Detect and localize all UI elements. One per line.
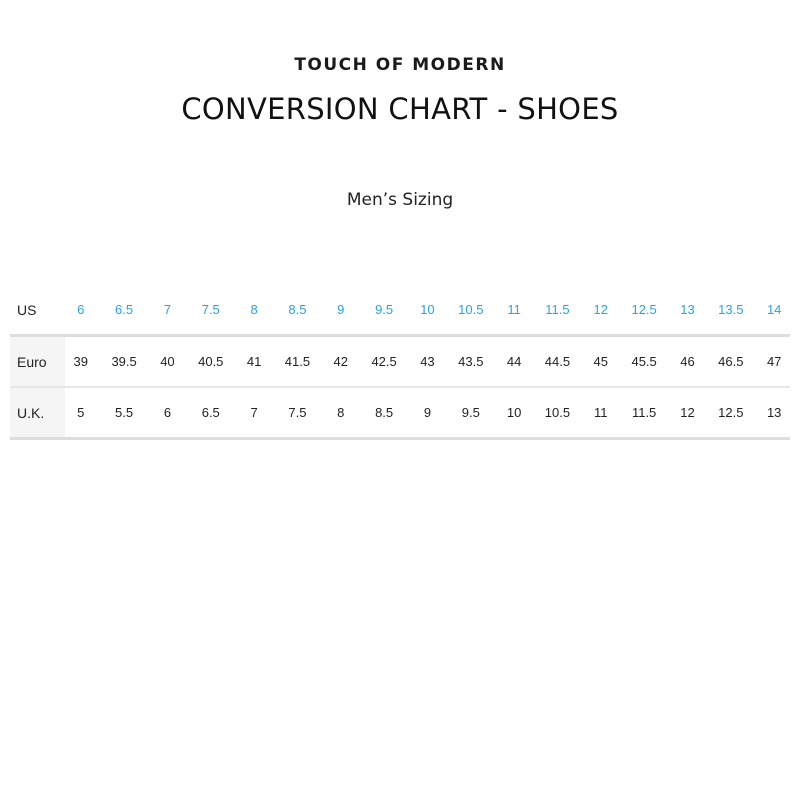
brand-logo: TOUCH OF MODERN: [294, 55, 506, 75]
row-label: U.K.: [10, 387, 65, 440]
size-cell: 6.5: [183, 387, 239, 440]
size-cell: 12: [671, 387, 704, 440]
size-cell: 13: [758, 387, 790, 440]
size-cell: 46.5: [703, 335, 759, 388]
size-cell: 40.5: [183, 335, 239, 388]
size-cell: 9.5: [443, 387, 499, 440]
size-cell: 39.5: [96, 335, 152, 388]
size-cell: 10: [498, 387, 530, 440]
size-cell: 12.5: [616, 285, 672, 337]
size-cell: 43: [411, 335, 444, 388]
row-label: US: [10, 285, 65, 337]
table-row-us: US 6 6.5 7 7.5 8 8.5 9 9.5 10 10.5 11 11.5 12 12.5 13 13…: [10, 285, 790, 337]
size-cell: 8: [325, 387, 357, 440]
size-cell: 41.5: [269, 335, 326, 388]
size-cell: 41: [238, 335, 270, 388]
size-cell: 12.5: [703, 387, 759, 440]
size-cell: 10.5: [529, 387, 586, 440]
size-cell: 42: [325, 335, 357, 388]
page-title: CONVERSION CHART - SHOES: [181, 92, 619, 126]
size-cell: 8: [238, 285, 270, 337]
size-cell: 6: [151, 387, 184, 440]
size-cell: 47: [758, 335, 790, 388]
row-label: Euro: [10, 335, 65, 388]
size-cell: 13: [671, 285, 704, 337]
size-cell: 9: [411, 387, 444, 440]
size-cell: 7.5: [183, 285, 239, 337]
size-cell: 6: [65, 285, 97, 337]
size-cell: 8.5: [356, 387, 412, 440]
size-cell: 39: [65, 335, 97, 388]
size-cell: 8.5: [269, 285, 326, 337]
size-conversion-table: US 6 6.5 7 7.5 8 8.5 9 9.5 10 10.5 11 11.5 12 12.5 13 13…: [10, 285, 790, 440]
table-row-euro: Euro 39 39.5 40 40.5 41 41.5 42 42.5 43 43.5 44 44.5…: [10, 335, 790, 388]
size-cell: 14: [758, 285, 790, 337]
size-cell: 11: [585, 387, 617, 440]
size-cell: 11.5: [616, 387, 672, 440]
size-cell: 7: [238, 387, 270, 440]
size-cell: 44.5: [529, 335, 586, 388]
size-cell: 7.5: [269, 387, 326, 440]
size-cell: 13.5: [703, 285, 759, 337]
section-subtitle: Men’s Sizing: [346, 190, 454, 210]
size-cell: 7: [151, 285, 184, 337]
size-cell: 46: [671, 335, 704, 388]
size-cell: 11: [498, 285, 530, 337]
size-cell: 12: [585, 285, 617, 337]
size-cell: 45: [585, 335, 617, 388]
size-cell: 10.5: [443, 285, 499, 337]
size-cell: 44: [498, 335, 530, 388]
size-cell: 42.5: [356, 335, 412, 388]
size-cell: 40: [151, 335, 184, 388]
size-cell: 10: [411, 285, 444, 337]
size-cell: 43.5: [443, 335, 499, 388]
size-cell: 5.5: [96, 387, 152, 440]
size-cell: 11.5: [529, 285, 586, 337]
size-cell: 6.5: [96, 285, 152, 337]
size-cell: 9: [325, 285, 357, 337]
size-cell: 9.5: [356, 285, 412, 337]
size-cell: 5: [65, 387, 97, 440]
size-cell: 45.5: [616, 335, 672, 388]
table-row-uk: U.K. 5 5.5 6 6.5 7 7.5 8 8.5 9 9.5 10 10.5 11 11.5 12 12…: [10, 387, 790, 440]
